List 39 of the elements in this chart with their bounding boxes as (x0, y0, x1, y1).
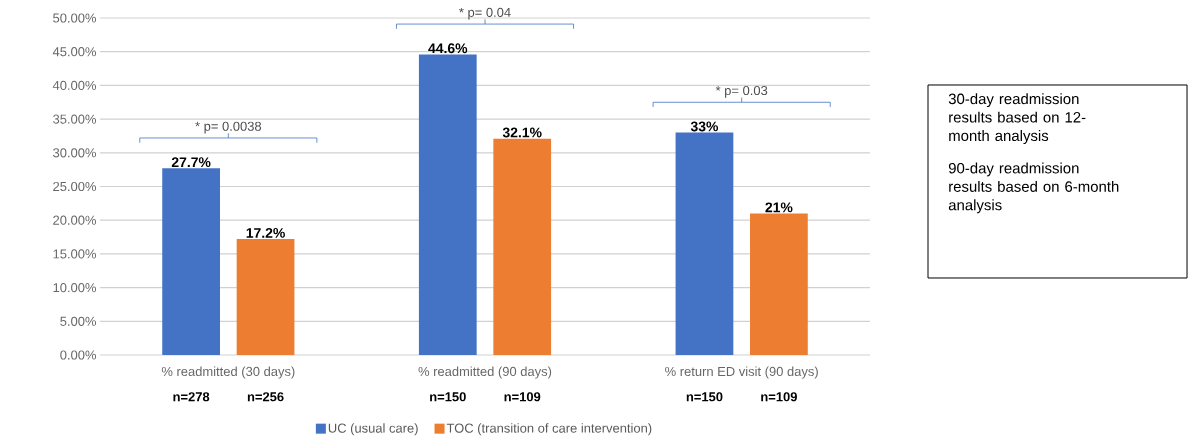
data-label: 27.7% (171, 157, 211, 168)
bar (162, 168, 220, 355)
text: n=109 (504, 392, 541, 402)
text: n=150 (430, 392, 466, 402)
y-tick-label: 5.00% (60, 316, 97, 326)
bar (675, 132, 734, 355)
y-tick-label: 35.00% (53, 114, 97, 124)
legend-label: TOC (transition of care intervention) (446, 423, 652, 436)
text: 90-day readmission results based on 6-month analysis (948, 162, 1119, 214)
y-tick-label: 0.00% (60, 350, 97, 360)
x-tick-label: % readmitted (90 days) (418, 366, 552, 379)
legend-label: UC (usual care) (328, 423, 418, 436)
data-label: 32.1% (502, 127, 542, 138)
y-tick-label: 10.00% (53, 283, 97, 293)
data-label: 17.2% (246, 228, 285, 238)
y-tick-label: 30.00% (53, 148, 97, 158)
bar (418, 54, 477, 355)
data-label: 21% (765, 202, 793, 213)
y-tick-label: 15.00% (53, 249, 97, 259)
x-tick-label: % return ED visit (90 days) (665, 366, 818, 379)
text: n=256 (247, 392, 284, 402)
y-tick-label: 50.00% (53, 13, 97, 23)
y-tick-label: 45.00% (52, 47, 97, 57)
annotation: * p= 0.04 (459, 7, 511, 20)
text: 30-day readmission results based on 12-month analysis (948, 93, 1086, 144)
bar (236, 239, 295, 355)
annotation: * p= 0.03 (715, 85, 768, 98)
annotation: * p= 0.0038 (195, 121, 262, 134)
text: n=150 (686, 392, 723, 402)
bar (493, 138, 552, 355)
y-tick-label: 25.00% (53, 181, 97, 192)
data-label: 33% (690, 121, 719, 132)
data-label: 44.6% (428, 43, 468, 54)
y-tick-label: 40.00% (52, 80, 97, 90)
text: n=109 (761, 392, 797, 402)
x-tick-label: % readmitted (30 days) (161, 366, 295, 379)
bar (750, 213, 808, 355)
y-tick-label: 20.00% (53, 215, 97, 225)
text: n=278 (173, 392, 210, 402)
